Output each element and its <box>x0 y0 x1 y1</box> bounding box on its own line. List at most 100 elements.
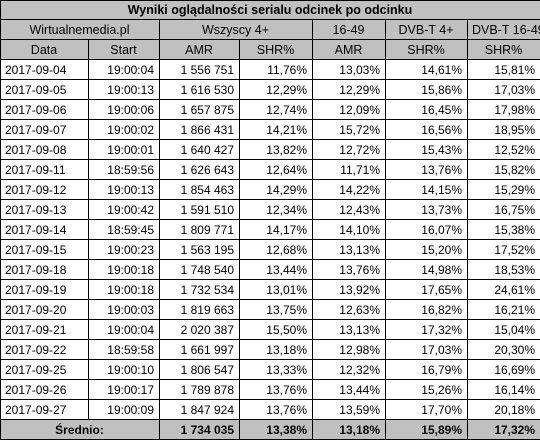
cell-date: 2017-09-04 <box>0 59 89 80</box>
cell-amr: 1 657 875 <box>159 99 240 120</box>
cell-shr-dvbt-4plus: 15,26% <box>385 379 468 400</box>
table-title: Wyniki oglądalności serialu odcinek po o… <box>0 0 540 20</box>
cell-shr-dvbt-4plus: 15,20% <box>385 239 468 260</box>
cell-date: 2017-09-14 <box>0 219 89 240</box>
cell-date: 2017-09-06 <box>0 99 89 120</box>
cell-shr-dvbt-4plus: 14,15% <box>385 179 468 200</box>
cell-amr: 1 661 997 <box>159 339 240 360</box>
average-shr-dvbt-4plus: 15,89% <box>385 419 468 440</box>
cell-date: 2017-09-22 <box>0 339 89 360</box>
column-header-amr: AMR <box>159 39 240 60</box>
cell-amr: 1 626 643 <box>159 159 240 180</box>
cell-start: 19:00:03 <box>88 299 160 320</box>
cell-shr: 12,74% <box>239 99 313 120</box>
column-header-date: Data <box>0 39 89 60</box>
cell-amr: 1 866 431 <box>159 119 240 140</box>
column-header-shr-dvbt-4plus: SHR% <box>385 39 468 60</box>
cell-amr: 1 806 547 <box>159 359 240 380</box>
cell-shr: 14,21% <box>239 119 313 140</box>
cell-shr-dvbt-16-49: 24,61% <box>466 279 540 300</box>
cell-amr-16-49: 12,32% <box>312 359 386 380</box>
cell-shr: 15,50% <box>239 319 313 340</box>
cell-amr-16-49: 14,10% <box>312 219 386 240</box>
cell-start: 19:00:06 <box>88 99 160 120</box>
cell-shr-dvbt-16-49: 17,98% <box>466 99 540 120</box>
cell-start: 19:00:18 <box>88 259 160 280</box>
cell-shr: 13,76% <box>239 379 313 400</box>
cell-amr: 1 563 195 <box>159 239 240 260</box>
column-header-shr: SHR% <box>239 39 313 60</box>
cell-shr: 13,01% <box>239 279 313 300</box>
table-row: 2017-09-14 18:59:45 1 809 771 14,17% 14,10% 1… <box>0 219 540 240</box>
cell-shr-dvbt-4plus: 17,70% <box>385 399 468 420</box>
cell-start: 19:00:42 <box>88 199 160 220</box>
table-row: 2017-09-04 19:00:04 1 556 751 11,76% 13,03% 1… <box>0 59 540 80</box>
cell-shr-dvbt-16-49: 16,14% <box>466 379 540 400</box>
group-header-16-49: 16-49 <box>312 19 386 40</box>
group-header-all-4plus: Wszyscy 4+ <box>159 19 313 40</box>
table-row: 2017-09-18 19:00:18 1 748 540 13,44% 13,76% 1… <box>0 259 540 280</box>
cell-amr-16-49: 13,44% <box>312 379 386 400</box>
cell-shr: 12,29% <box>239 79 313 100</box>
cell-shr-dvbt-16-49: 16,69% <box>466 359 540 380</box>
cell-shr-dvbt-16-49: 15,04% <box>466 319 540 340</box>
cell-shr: 13,33% <box>239 359 313 380</box>
cell-date: 2017-09-25 <box>0 359 89 380</box>
group-header-row: Wirtualnemedia.pl Wszyscy 4+ 16-49 DVB-T… <box>0 19 540 40</box>
cell-amr-16-49: 14,22% <box>312 179 386 200</box>
cell-shr: 13,44% <box>239 259 313 280</box>
cell-date: 2017-09-11 <box>0 159 89 180</box>
cell-amr-16-49: 12,72% <box>312 139 386 160</box>
cell-shr-dvbt-4plus: 17,03% <box>385 339 468 360</box>
cell-amr-16-49: 11,71% <box>312 159 386 180</box>
cell-date: 2017-09-12 <box>0 179 89 200</box>
table-row: 2017-09-07 19:00:02 1 866 431 14,21% 15,72% 1… <box>0 119 540 140</box>
table-row: 2017-09-19 19:00:18 1 732 534 13,01% 13,92% 1… <box>0 279 540 300</box>
cell-shr-dvbt-4plus: 13,73% <box>385 199 468 220</box>
cell-shr-dvbt-4plus: 13,76% <box>385 159 468 180</box>
cell-amr-16-49: 13,92% <box>312 279 386 300</box>
cell-shr: 13,18% <box>239 339 313 360</box>
cell-date: 2017-09-13 <box>0 199 89 220</box>
average-amr-16-49: 13,18% <box>312 419 386 440</box>
cell-amr-16-49: 12,09% <box>312 99 386 120</box>
cell-start: 19:00:10 <box>88 359 160 380</box>
cell-shr-dvbt-4plus: 16,07% <box>385 219 468 240</box>
cell-shr-dvbt-16-49: 20,30% <box>466 339 540 360</box>
column-header-amr-16-49: AMR <box>312 39 386 60</box>
cell-shr-dvbt-4plus: 16,56% <box>385 119 468 140</box>
cell-amr-16-49: 12,29% <box>312 79 386 100</box>
cell-shr-dvbt-4plus: 16,79% <box>385 359 468 380</box>
cell-start: 18:59:58 <box>88 339 160 360</box>
cell-shr-dvbt-4plus: 17,32% <box>385 319 468 340</box>
cell-date: 2017-09-07 <box>0 119 89 140</box>
average-amr: 1 734 035 <box>159 419 240 440</box>
average-shr-dvbt-16-49: 17,32% <box>466 419 540 440</box>
cell-date: 2017-09-21 <box>0 319 89 340</box>
cell-start: 19:00:04 <box>88 59 160 80</box>
cell-amr-16-49: 12,98% <box>312 339 386 360</box>
cell-date: 2017-09-18 <box>0 259 89 280</box>
table-row: 2017-09-27 19:00:09 1 847 924 13,76% 13,59% 1… <box>0 399 540 420</box>
table-row: 2017-09-25 19:00:10 1 806 547 13,33% 12,32% 1… <box>0 359 540 380</box>
cell-amr: 2 020 387 <box>159 319 240 340</box>
cell-start: 19:00:23 <box>88 239 160 260</box>
cell-shr-dvbt-16-49: 18,95% <box>466 119 540 140</box>
cell-amr-16-49: 13,13% <box>312 319 386 340</box>
cell-start: 19:00:18 <box>88 279 160 300</box>
cell-start: 19:00:17 <box>88 379 160 400</box>
average-shr: 13,38% <box>239 419 313 440</box>
cell-date: 2017-09-08 <box>0 139 89 160</box>
cell-amr: 1 809 771 <box>159 219 240 240</box>
cell-amr-16-49: 13,76% <box>312 259 386 280</box>
cell-start: 19:00:02 <box>88 119 160 140</box>
average-label: Średnio: <box>0 419 160 440</box>
cell-amr: 1 748 540 <box>159 259 240 280</box>
cell-start: 19:00:04 <box>88 319 160 340</box>
cell-date: 2017-09-05 <box>0 79 89 100</box>
cell-shr: 11,76% <box>239 59 313 80</box>
cell-shr-dvbt-16-49: 18,53% <box>466 259 540 280</box>
cell-amr-16-49: 12,43% <box>312 199 386 220</box>
cell-start: 19:00:09 <box>88 399 160 420</box>
